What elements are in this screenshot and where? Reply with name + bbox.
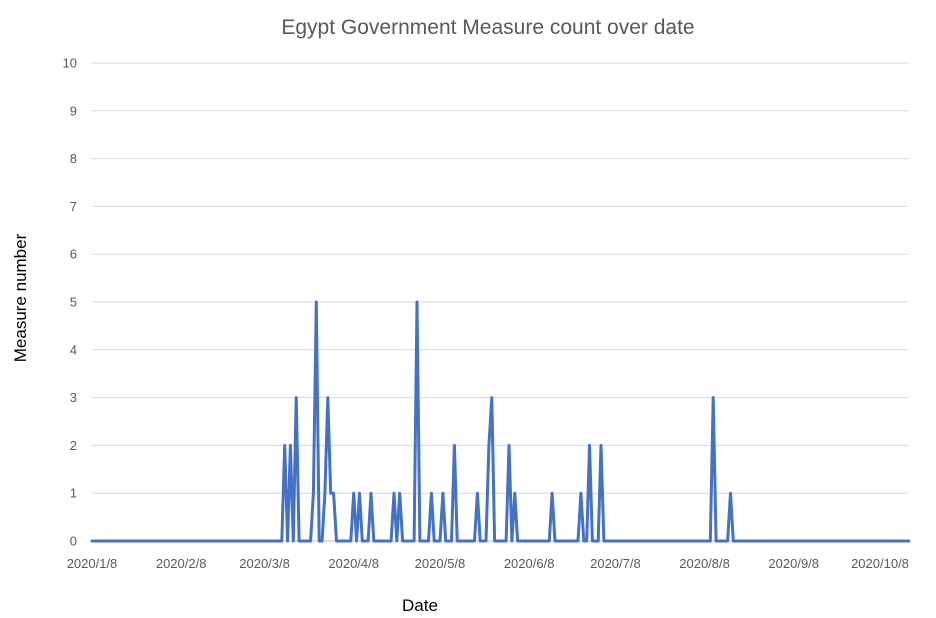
- series-line: [90, 300, 911, 543]
- x-tick-label: 2020/5/8: [415, 556, 466, 571]
- y-tick-label: 8: [70, 151, 77, 166]
- y-tick-label: 0: [70, 534, 77, 549]
- y-tick-label: 1: [70, 486, 77, 501]
- y-tick-labels: 0 1 2 3 4 5 6 7 8 9 10: [63, 56, 77, 549]
- y-axis-title: Measure number: [11, 233, 30, 362]
- y-tick-label: 4: [70, 342, 77, 357]
- y-tick-label: 3: [70, 390, 77, 405]
- x-tick-labels: 2020/1/8 2020/2/8 2020/3/8 2020/4/8 2020/5/8…: [67, 556, 909, 571]
- y-tick-label: 10: [63, 56, 77, 71]
- x-tick-label: 2020/8/8: [679, 556, 730, 571]
- x-tick-label: 2020/2/8: [156, 556, 207, 571]
- y-tick-label: 7: [70, 199, 77, 214]
- x-tick-label: 2020/1/8: [67, 556, 118, 571]
- y-tick-label: 6: [70, 247, 77, 262]
- x-tick-label: 2020/4/8: [328, 556, 379, 571]
- x-tick-label: 2020/3/8: [239, 556, 290, 571]
- series-layer: [90, 300, 911, 543]
- y-tick-label: 9: [70, 103, 77, 118]
- x-tick-label: 2020/7/8: [590, 556, 641, 571]
- y-tick-label: 5: [70, 295, 77, 310]
- x-axis-title: Date: [402, 596, 438, 615]
- gridlines: [92, 62, 908, 542]
- x-tick-label: 2020/6/8: [504, 556, 555, 571]
- x-tick-label: 2020/10/8: [851, 556, 909, 571]
- y-tick-label: 2: [70, 438, 77, 453]
- chart-title: Egypt Government Measure count over date: [281, 16, 694, 39]
- x-tick-label: 2020/9/8: [768, 556, 819, 571]
